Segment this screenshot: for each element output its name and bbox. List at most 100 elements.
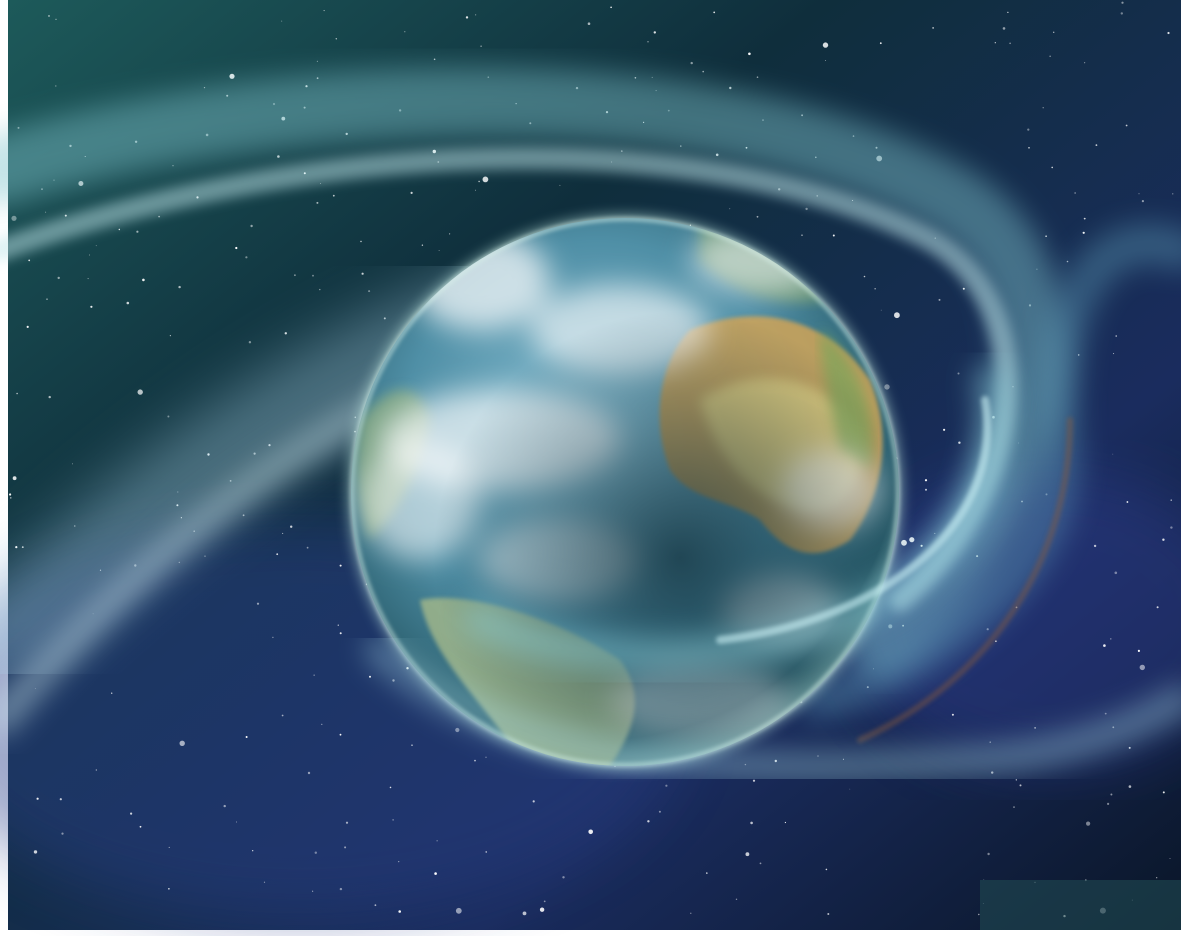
star (702, 70, 704, 73)
star (178, 285, 181, 289)
star (653, 31, 656, 34)
star (28, 259, 31, 262)
star (1170, 526, 1173, 529)
star (455, 907, 462, 914)
star (832, 234, 835, 237)
star (95, 769, 97, 771)
star (647, 820, 650, 823)
star (245, 736, 248, 738)
star (1028, 147, 1030, 149)
star (339, 887, 343, 891)
star (1110, 793, 1113, 796)
star (879, 42, 882, 45)
star (1049, 55, 1051, 57)
star (1167, 31, 1170, 35)
star (323, 10, 325, 12)
star (421, 244, 424, 246)
star (158, 215, 160, 218)
star (72, 463, 73, 465)
star (1074, 192, 1076, 194)
star (1107, 802, 1110, 806)
star (294, 274, 296, 277)
star (932, 27, 934, 29)
star (1095, 144, 1098, 147)
star (1093, 544, 1097, 548)
star (344, 846, 347, 849)
star (735, 898, 738, 900)
star (89, 254, 90, 256)
star (475, 189, 476, 191)
star (438, 250, 440, 251)
star (874, 288, 876, 290)
star (245, 256, 248, 259)
star (306, 546, 309, 549)
star (995, 640, 997, 642)
star (410, 191, 413, 194)
star (475, 14, 477, 16)
star (1172, 193, 1174, 195)
star (750, 821, 753, 825)
star (745, 852, 750, 857)
star (1066, 260, 1069, 263)
star (1002, 27, 1006, 30)
star (179, 740, 185, 746)
star (562, 876, 565, 879)
star (849, 788, 851, 790)
star (398, 861, 400, 863)
star (48, 395, 51, 399)
star (987, 852, 990, 856)
star (312, 890, 314, 892)
star (522, 911, 527, 916)
star (142, 278, 145, 282)
star (909, 537, 915, 543)
star (281, 714, 284, 717)
star (713, 11, 716, 14)
star (1007, 11, 1009, 13)
star (111, 692, 113, 694)
star (126, 301, 130, 305)
star (610, 6, 612, 9)
star (825, 60, 826, 61)
star (1114, 571, 1118, 575)
star (1162, 538, 1165, 541)
star (361, 272, 364, 275)
star (756, 215, 759, 218)
star (48, 15, 50, 17)
star (1042, 107, 1044, 109)
star (16, 392, 18, 395)
star (263, 881, 266, 883)
star (392, 819, 394, 821)
star (465, 16, 469, 19)
star (389, 786, 392, 789)
star (822, 42, 829, 48)
star (61, 832, 64, 835)
star (756, 76, 759, 78)
star (272, 636, 274, 639)
star (282, 532, 284, 534)
swirl-front (365, 363, 1181, 782)
star (658, 810, 661, 813)
star (236, 821, 237, 823)
star (316, 201, 319, 204)
star (1084, 62, 1086, 64)
star (543, 900, 546, 903)
star (250, 224, 253, 228)
star (281, 20, 283, 22)
star (1103, 644, 1106, 647)
star (706, 872, 708, 874)
star (784, 821, 787, 824)
star (958, 441, 961, 444)
star (943, 428, 946, 431)
star (130, 812, 133, 815)
star (168, 846, 170, 848)
star (169, 335, 171, 337)
star (1027, 128, 1030, 131)
star (21, 546, 24, 548)
star (884, 384, 890, 390)
star (12, 476, 17, 481)
star (118, 228, 121, 231)
star (863, 275, 866, 278)
star (136, 230, 139, 233)
